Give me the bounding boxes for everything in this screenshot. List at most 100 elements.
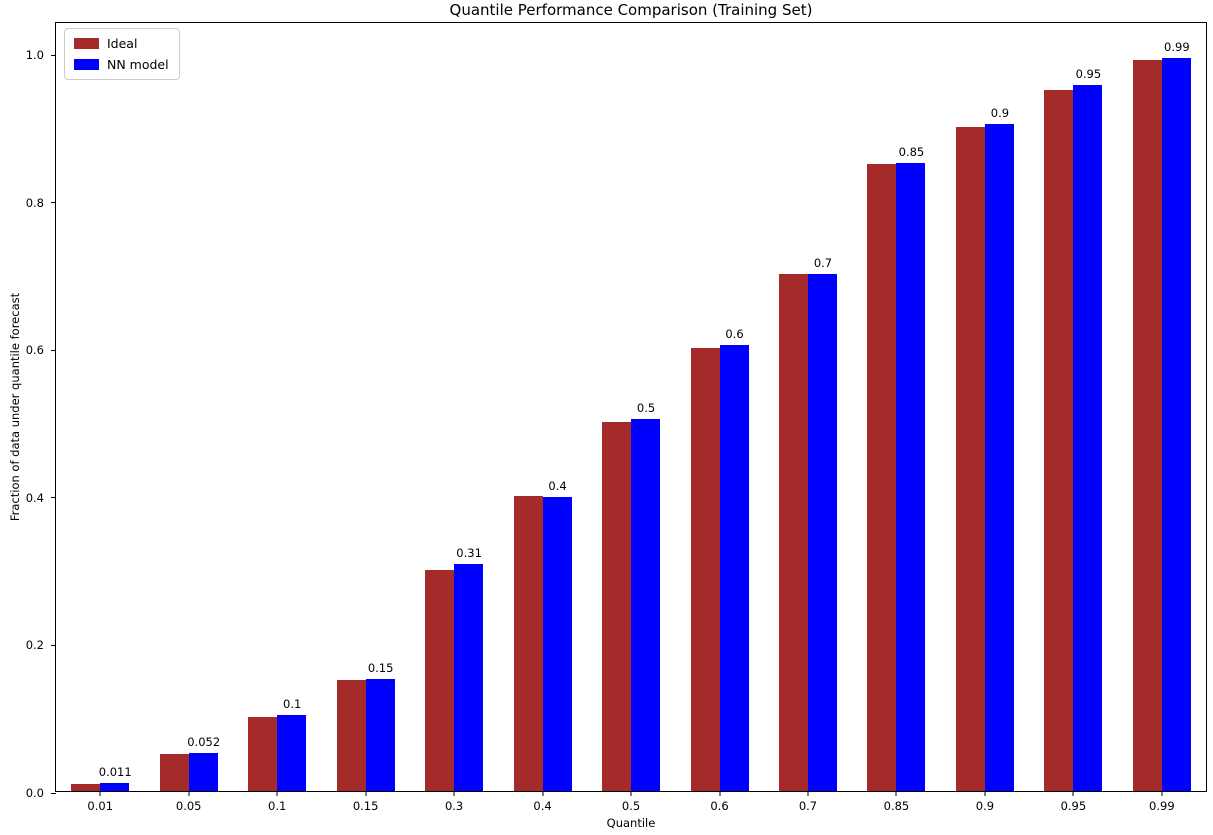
x-tick-label: 0.1 [268,799,287,813]
y-tick-mark [51,54,56,56]
bar-value-label: 0.85 [898,144,925,159]
ideal-bar [248,717,278,791]
x-tick-label: 0.4 [533,799,552,813]
bar-group-0.9: 0.9 0.9 [941,23,1029,813]
x-tick-label: 0.85 [883,799,910,813]
bar-group-0.85: 0.85 0.85 [852,23,940,813]
ideal-bar [778,274,808,791]
legend-item: NN model [74,57,169,72]
bar-value-label: 0.15 [367,660,394,675]
x-tick-mark [895,791,897,796]
nn-model-bar [807,273,837,791]
nn-model-bar [454,564,484,791]
x-tick-label: 0.15 [352,799,379,813]
y-tick-mark [51,349,56,351]
legend-swatch-icon [74,38,99,49]
y-tick-mark [51,792,56,794]
bar-groups: 0.011 0.01 0.052 0.05 0.1 0.1 0.15 0.15 0.31 0.3 0… [56,23,1206,813]
bar-value-label: 0.4 [548,479,567,494]
chart-title: Quantile Performance Comparison (Trainin… [449,1,813,19]
bar-value-label: 0.052 [187,734,221,749]
y-axis-label: Fraction of data under quantile forecast [8,292,22,522]
ideal-bar [690,348,720,791]
x-tick-label: 0.9 [975,799,995,813]
y-tick-mark [51,497,56,499]
x-tick-label: 0.5 [621,799,641,813]
y-tick-mark [51,644,56,646]
bar-group-0.01: 0.011 0.01 [56,23,144,813]
nn-model-bar [1161,58,1191,791]
bar-value-label: 0.95 [1075,67,1102,82]
x-tick-label: 0.05 [175,799,202,813]
x-tick-mark [630,791,632,796]
legend-label: NN model [107,57,169,72]
x-tick-mark [365,791,367,796]
x-tick-mark [276,791,278,796]
x-tick-mark [1072,791,1074,796]
bar-group-0.4: 0.4 0.4 [498,23,586,813]
nn-model-bar [365,678,395,791]
ideal-bar [513,495,543,791]
nn-model-bar [542,497,572,791]
legend-label: Ideal [107,36,138,51]
x-tick-mark [1161,791,1163,796]
ideal-bar [1044,89,1074,791]
bar-group-0.05: 0.052 0.05 [144,23,232,813]
y-tick-label: 0.4 [25,490,44,505]
bar-group-0.1: 0.1 0.1 [233,23,321,813]
bar-value-label: 0.31 [456,546,482,561]
bar-value-label: 0.7 [813,255,833,270]
ideal-bar [159,754,189,791]
x-tick-mark [99,791,101,796]
nn-model-bar [1073,85,1103,791]
bar-group-0.5: 0.5 0.5 [587,23,675,813]
x-axis-label: Quantile [606,816,656,830]
nn-model-bar [100,782,130,791]
ideal-bar [336,680,366,791]
bar-group-0.99: 0.99 0.99 [1118,23,1206,813]
x-tick-mark [453,791,455,796]
x-tick-mark [542,791,544,796]
y-tick-label: 0.0 [25,786,44,800]
bar-value-label: 0.99 [1164,40,1190,55]
nn-model-bar [984,123,1014,791]
x-tick-mark [984,791,986,796]
x-tick-label: 0.99 [1149,799,1175,813]
ideal-bar [955,126,985,791]
y-tick-label: 1.0 [25,48,44,62]
nn-model-bar [277,715,307,791]
nn-model-bar [188,752,218,791]
x-tick-mark [719,791,721,796]
ideal-bar [71,783,101,791]
bar-value-label: 0.1 [283,697,302,711]
legend-item: Ideal [74,36,169,51]
y-tick-label: 0.6 [25,343,44,358]
bar-value-label: 0.9 [990,105,1010,120]
bar-value-label: 0.6 [725,326,744,341]
x-tick-mark [188,791,190,796]
plot-area: Ideal NN model 0.011 0.01 0.052 0.05 0.1 0.1 0.… [26,22,1207,813]
x-tick-mark [807,791,809,796]
bar-group-0.95: 0.95 0.95 [1029,23,1117,813]
bar-group-0.15: 0.15 0.15 [321,23,409,813]
ideal-bar [425,569,455,791]
bar-group-0.6: 0.6 0.6 [675,23,763,813]
x-tick-label: 0.3 [444,799,464,813]
x-tick-label: 0.01 [87,799,114,813]
nn-model-bar [719,344,749,791]
x-tick-label: 0.6 [710,799,729,813]
bar-group-0.3: 0.31 0.3 [410,23,498,813]
ideal-bar [1132,60,1162,791]
y-tick-mark [51,202,56,204]
nn-model-bar [631,419,661,791]
legend-swatch-icon [74,59,99,70]
bar-group-0.7: 0.7 0.7 [764,23,852,813]
bar-value-label: 0.011 [98,764,132,779]
legend: Ideal NN model [64,28,180,80]
ideal-bar [602,422,632,791]
y-tick-label: 0.8 [25,195,44,210]
ideal-bar [867,163,897,791]
x-tick-label: 0.95 [1060,799,1087,813]
y-tick-label: 0.2 [25,638,44,653]
